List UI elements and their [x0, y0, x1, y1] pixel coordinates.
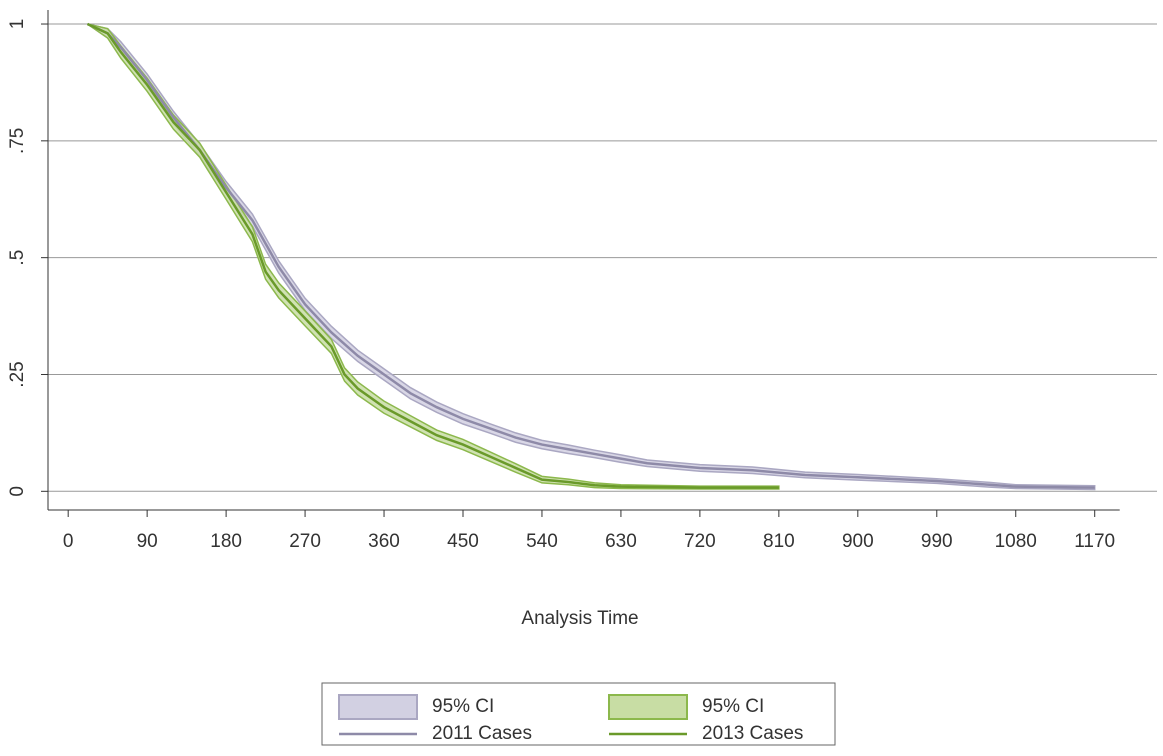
x-tick-label: 720 — [684, 531, 716, 552]
x-tick-label: 90 — [137, 531, 158, 552]
legend-swatch — [608, 694, 688, 720]
legend-label: 2011 Cases — [432, 723, 532, 744]
x-tick-label: 0 — [63, 531, 74, 552]
legend-label: 95% CI — [702, 696, 764, 717]
ci-band — [87, 23, 780, 490]
ci-band — [87, 23, 1096, 491]
x-tick-label: 630 — [605, 531, 637, 552]
x-tick-label: 540 — [526, 531, 558, 552]
legend-label: 95% CI — [432, 696, 494, 717]
y-tick-label: .5 — [7, 250, 28, 266]
x-tick-label: 180 — [210, 531, 242, 552]
x-tick-label: 360 — [368, 531, 400, 552]
x-tick-label: 900 — [842, 531, 874, 552]
survival-line — [86, 22, 1095, 489]
x-tick-label: 810 — [763, 531, 795, 552]
y-tick-label: .75 — [7, 128, 28, 154]
legend-label: 2013 Cases — [702, 723, 803, 744]
survival-line — [86, 22, 779, 489]
x-tick-label: 450 — [447, 531, 479, 552]
x-tick-label: 270 — [289, 531, 321, 552]
x-tick-label: 1170 — [1074, 531, 1115, 552]
y-tick-label: 1 — [7, 19, 28, 30]
y-tick-label: 0 — [7, 486, 28, 497]
y-tick-label: .25 — [7, 361, 28, 387]
x-tick-label: 1080 — [995, 531, 1037, 552]
x-axis-label: Analysis Time — [521, 608, 638, 629]
x-tick-label: 990 — [921, 531, 953, 552]
legend-swatch — [338, 694, 418, 720]
